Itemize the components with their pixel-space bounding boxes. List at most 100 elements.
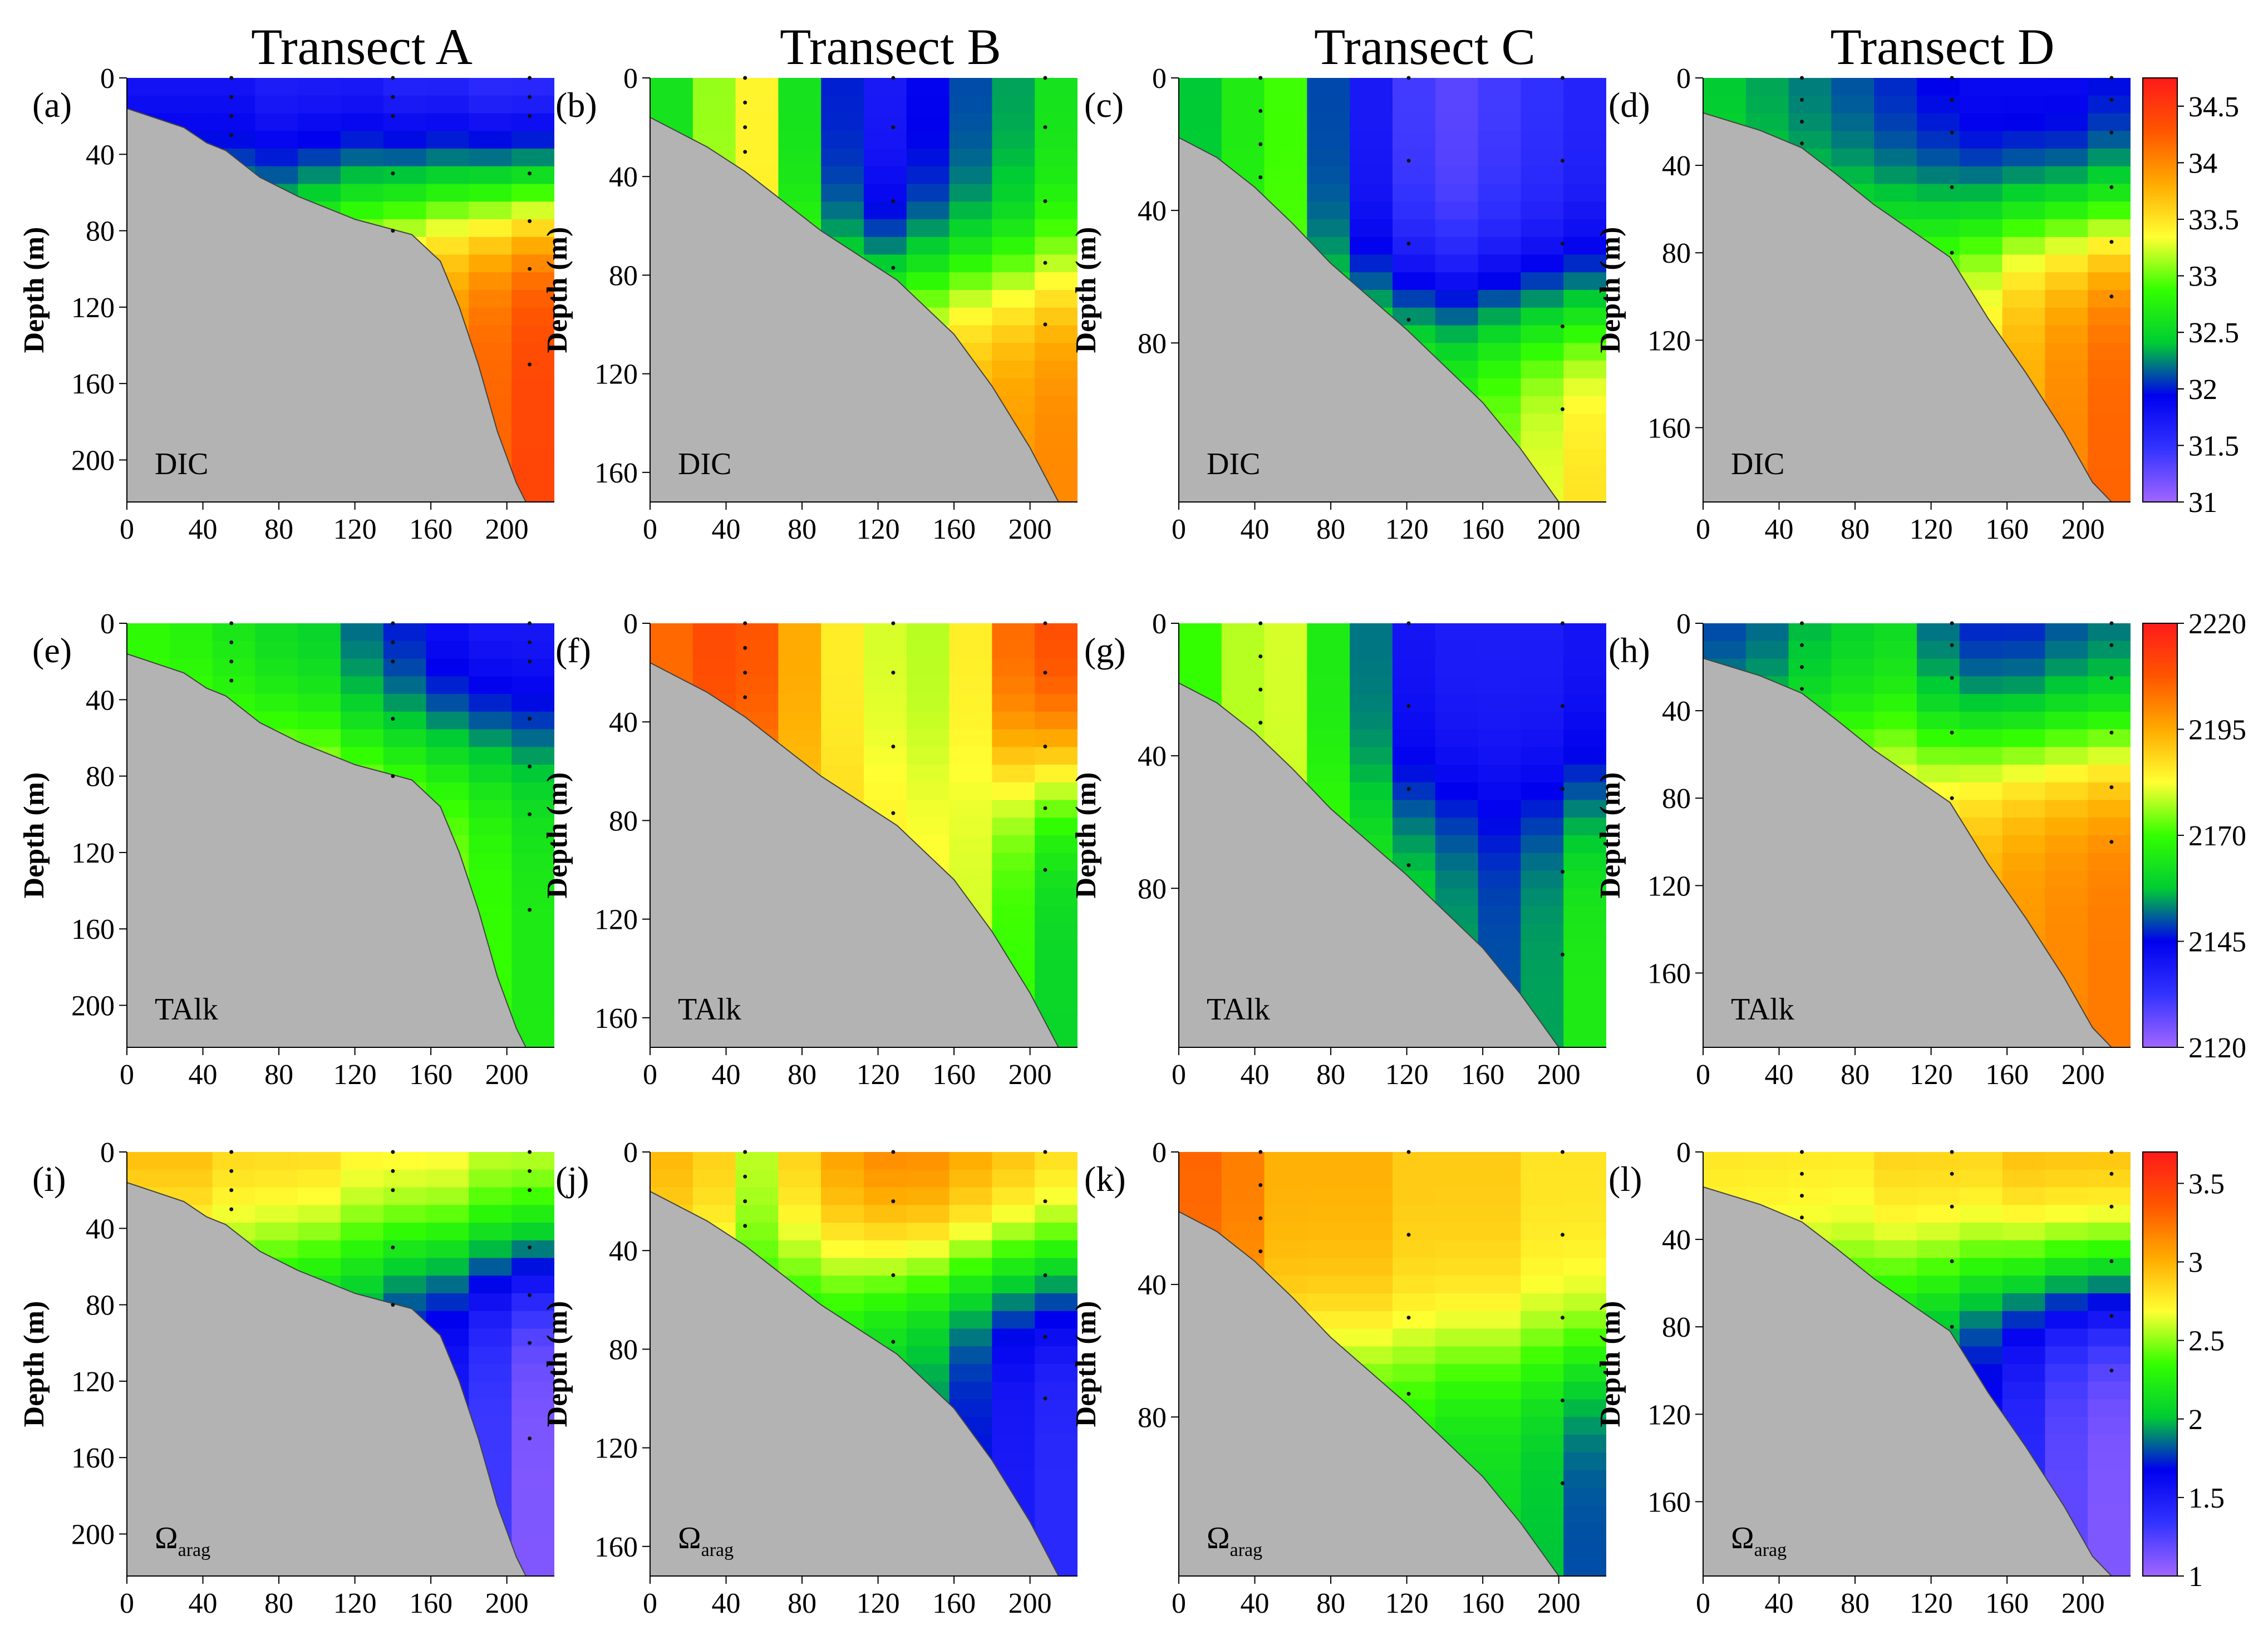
x-tick-label: 80 xyxy=(788,1588,816,1619)
heatmap-cell xyxy=(469,835,513,854)
heatmap-cell xyxy=(1563,835,1606,854)
heatmap-cell xyxy=(906,201,950,220)
heatmap-cell xyxy=(1745,1152,1789,1170)
heatmap-cell xyxy=(2045,800,2089,819)
heatmap-cell xyxy=(298,95,341,114)
heatmap-cell xyxy=(1959,1205,2003,1224)
heatmap-cell xyxy=(1393,658,1436,677)
heatmap-cell xyxy=(1563,641,1606,659)
heatmap-cell xyxy=(2045,923,2089,942)
heatmap-cell xyxy=(864,623,907,642)
heatmap-cell xyxy=(2045,1223,2089,1241)
heatmap-cell xyxy=(1264,166,1308,185)
heatmap-cell xyxy=(1035,1470,1078,1489)
heatmap-cell xyxy=(341,95,384,114)
x-tick-label: 0 xyxy=(1172,1059,1186,1091)
heatmap-cell xyxy=(1563,1152,1606,1170)
heatmap-cell xyxy=(298,1205,341,1224)
heatmap-cell xyxy=(864,1152,907,1170)
station-point xyxy=(2109,76,2114,80)
heatmap-cell xyxy=(992,219,1036,238)
station-point xyxy=(391,640,395,644)
heatmap-cell xyxy=(1435,729,1479,748)
station-point xyxy=(528,219,532,223)
heatmap-cell xyxy=(864,729,907,748)
heatmap-cell xyxy=(1435,818,1479,836)
heatmap-cell xyxy=(949,765,993,783)
station-point xyxy=(528,1188,532,1193)
heatmap-cell xyxy=(992,149,1036,167)
heatmap-cell xyxy=(1874,1205,1917,1224)
heatmap-cell xyxy=(1788,1169,1832,1188)
colorbar-tick-label: 34.5 xyxy=(2188,91,2239,123)
heatmap-cell xyxy=(1035,1523,1078,1542)
heatmap-cell xyxy=(1917,623,1960,642)
heatmap-cell xyxy=(1350,1205,1393,1224)
heatmap-cell xyxy=(1563,219,1606,238)
heatmap-cell xyxy=(1478,1258,1522,1277)
heatmap-cell xyxy=(511,1223,554,1241)
heatmap-cell xyxy=(2002,1328,2046,1347)
heatmap-cell xyxy=(255,131,299,150)
heatmap-cell xyxy=(2088,466,2131,485)
station-point xyxy=(743,671,747,675)
heatmap-cell xyxy=(341,694,384,712)
heatmap-cell xyxy=(2045,1311,2089,1329)
heatmap-cell xyxy=(650,641,693,659)
station-point xyxy=(1950,250,1954,255)
heatmap-cell xyxy=(1563,888,1606,907)
heatmap-cell xyxy=(169,78,213,96)
heatmap-cell xyxy=(1874,166,1917,185)
heatmap-cell xyxy=(2088,959,2131,978)
panel-label: (e) xyxy=(32,631,72,670)
heatmap-cell xyxy=(2045,1169,2089,1188)
heatmap-cell xyxy=(1563,694,1606,712)
heatmap-cell xyxy=(1035,1488,1078,1506)
heatmap-cell xyxy=(426,1223,470,1241)
station-point xyxy=(1800,76,1804,80)
heatmap-cell xyxy=(1521,1152,1565,1170)
seafloor xyxy=(1179,137,1559,502)
heatmap-cell xyxy=(1035,800,1078,819)
variable-label: TAlk xyxy=(1731,992,1794,1027)
heatmap-cell xyxy=(864,219,907,238)
heatmap-cell xyxy=(2045,765,2089,783)
colorbar-tick-label: 34 xyxy=(2188,147,2217,179)
heatmap-cell xyxy=(1393,113,1436,132)
heatmap-cell xyxy=(778,149,822,167)
colorbar-tick-label: 31.5 xyxy=(2188,430,2239,462)
heatmap-cell xyxy=(949,1276,993,1294)
heatmap-cell xyxy=(650,623,693,642)
heatmap-cell xyxy=(1035,1240,1078,1259)
y-tick-label: 80 xyxy=(1662,783,1691,815)
heatmap-cell xyxy=(212,1205,256,1224)
heatmap-cell xyxy=(298,623,341,642)
x-tick-label: 80 xyxy=(1841,514,1869,545)
heatmap-cell xyxy=(383,78,427,96)
heatmap-cell xyxy=(949,747,993,766)
heatmap-cell xyxy=(1874,78,1917,96)
heatmap-cell xyxy=(949,623,993,642)
station-point xyxy=(1561,407,1565,411)
heatmap-cell xyxy=(821,623,864,642)
heatmap-cell xyxy=(511,307,554,326)
heatmap-cell xyxy=(906,747,950,766)
heatmap-cell xyxy=(1035,95,1078,114)
heatmap-cell xyxy=(1831,641,1875,659)
y-tick-label: 0 xyxy=(1152,1137,1167,1169)
x-tick-label: 40 xyxy=(712,1059,741,1091)
heatmap-cell xyxy=(1563,818,1606,836)
x-tick-label: 40 xyxy=(1765,514,1794,545)
heatmap-cell xyxy=(2045,166,2089,185)
station-point xyxy=(1950,1259,1954,1263)
heatmap-cell xyxy=(992,1187,1036,1206)
heatmap-cell xyxy=(469,1240,513,1259)
heatmap-cell xyxy=(2088,1381,2131,1400)
x-tick-label: 200 xyxy=(1008,1588,1052,1619)
heatmap-cell xyxy=(821,219,864,238)
heatmap-cell xyxy=(692,1187,736,1206)
panel-label: (g) xyxy=(1084,631,1126,670)
heatmap-cell xyxy=(906,78,950,96)
heatmap-cell xyxy=(2045,853,2089,871)
